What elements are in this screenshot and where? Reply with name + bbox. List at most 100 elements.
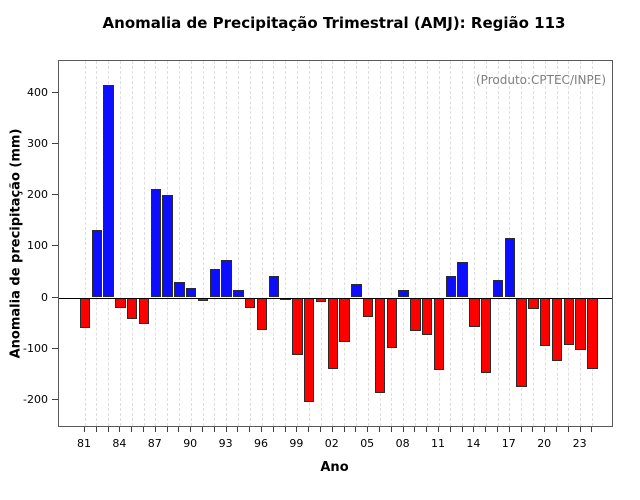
x-tick	[591, 427, 593, 432]
x-tick-label: 05	[360, 437, 375, 450]
product-annotation: (Produto:CPTEC/INPE)	[476, 73, 606, 87]
bar-1993	[221, 259, 232, 298]
year-gridline	[202, 61, 204, 426]
bar-1999	[292, 297, 303, 355]
bar-2002	[327, 297, 339, 370]
y-tick	[52, 245, 58, 247]
year-gridline	[131, 61, 133, 426]
x-tick-label: 90	[183, 437, 198, 450]
year-gridline	[273, 61, 275, 426]
bar-2006	[374, 297, 386, 394]
year-gridline	[544, 61, 546, 426]
bar-1995	[244, 297, 256, 308]
bar-2012	[445, 276, 457, 298]
bar-1987	[150, 189, 162, 298]
bar-1984	[115, 297, 126, 308]
bar-2011	[433, 297, 445, 370]
year-gridline	[379, 61, 381, 426]
x-tick	[579, 427, 581, 432]
x-tick	[508, 427, 510, 432]
x-tick	[567, 427, 569, 432]
year-gridline	[414, 61, 416, 426]
x-tick	[402, 427, 404, 432]
x-tick	[202, 427, 203, 432]
x-tick	[485, 427, 487, 432]
bar-1985	[126, 297, 138, 320]
bar-2024	[587, 297, 598, 370]
x-tick-label: 87	[147, 437, 162, 450]
bar-1982	[91, 230, 103, 298]
x-tick	[178, 427, 180, 432]
x-axis-title: Ano	[320, 460, 349, 475]
x-tick-label: 93	[218, 437, 233, 450]
bar-1981	[79, 297, 91, 328]
y-axis-title: Anomalia de precipitação (mm)	[8, 128, 24, 359]
x-tick-label: 84	[112, 437, 127, 450]
year-gridline	[190, 61, 192, 426]
x-tick	[379, 427, 380, 432]
x-tick	[426, 427, 428, 432]
year-gridline	[556, 61, 558, 426]
year-gridline	[296, 61, 298, 426]
x-tick	[225, 427, 227, 432]
year-gridline	[355, 61, 357, 426]
x-tick	[367, 427, 369, 432]
year-gridline	[497, 61, 499, 426]
year-gridline	[403, 61, 405, 426]
bar-2008	[398, 289, 409, 298]
y-tick-label: 100	[27, 239, 48, 253]
year-gridline	[438, 61, 440, 426]
year-gridline	[580, 61, 582, 426]
year-gridline	[249, 61, 251, 426]
bar-1992	[209, 268, 221, 298]
bar-2021	[551, 297, 563, 361]
x-tick	[249, 427, 251, 432]
bar-2017	[504, 237, 516, 298]
y-tick	[52, 143, 58, 145]
year-gridline	[84, 61, 86, 426]
x-tick-label: 81	[77, 437, 91, 450]
bar-2013	[457, 262, 468, 298]
y-tick	[52, 398, 58, 400]
year-gridline	[261, 61, 263, 426]
bar-1988	[162, 195, 173, 298]
x-tick	[331, 427, 333, 432]
year-gridline	[332, 61, 334, 426]
bar-2015	[480, 297, 492, 374]
bar-2020	[539, 297, 551, 347]
bar-2010	[421, 297, 433, 335]
year-gridline	[320, 61, 322, 426]
x-tick	[438, 427, 439, 432]
x-tick-label: 20	[537, 437, 552, 450]
x-tick	[343, 427, 345, 432]
bar-1996	[256, 297, 268, 331]
year-gridline	[214, 61, 216, 426]
year-gridline	[285, 61, 287, 426]
bar-1983	[103, 85, 114, 298]
x-tick	[544, 427, 546, 432]
x-tick-label: 08	[395, 437, 410, 450]
year-gridline	[367, 61, 369, 426]
year-gridline	[237, 61, 239, 426]
x-tick	[284, 427, 286, 432]
x-tick	[461, 427, 463, 432]
year-gridline	[591, 61, 593, 426]
bar-2005	[362, 297, 374, 317]
bar-1994	[233, 289, 244, 298]
x-tick-label: 11	[431, 437, 445, 450]
y-tick	[52, 296, 58, 298]
bar-2019	[528, 297, 539, 310]
y-tick-label: 400	[27, 86, 48, 100]
year-gridline	[485, 61, 487, 426]
bar-1997	[268, 275, 280, 298]
x-tick	[261, 427, 262, 432]
bar-2016	[492, 279, 504, 298]
y-tick-label: -100	[23, 341, 48, 355]
year-gridline	[308, 61, 310, 426]
x-tick	[520, 427, 522, 432]
x-tick	[497, 427, 498, 432]
year-gridline	[450, 61, 452, 426]
x-tick	[166, 427, 168, 432]
x-tick	[237, 427, 239, 432]
year-gridline	[226, 61, 228, 426]
